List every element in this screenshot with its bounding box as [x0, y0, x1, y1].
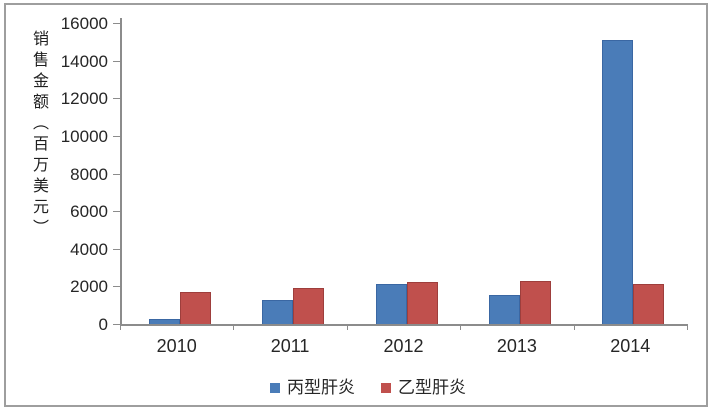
bar-乙型肝炎-2014	[633, 284, 665, 324]
x-tick-mark	[233, 324, 235, 330]
x-axis	[120, 324, 687, 326]
category-label-2014: 2014	[610, 336, 651, 356]
legend-label: 丙型肝炎	[287, 378, 355, 397]
y-tick-label: 4000	[70, 239, 108, 259]
legend: 丙型肝炎 乙型肝炎	[270, 377, 466, 399]
y-tick-mark	[113, 60, 120, 62]
y-tick-mark	[113, 211, 120, 213]
y-tick-mark	[113, 173, 120, 175]
bar-丙型肝炎-2012	[375, 284, 407, 324]
bar-丙型肝炎-2010	[148, 319, 180, 324]
category-label-2012: 2012	[383, 336, 424, 356]
y-tick-label: 0	[98, 315, 108, 334]
legend-label: 乙型肝炎	[398, 378, 466, 397]
y-tick-mark	[113, 248, 120, 250]
category-label-2010: 2010	[156, 336, 197, 356]
bar-乙型肝炎-2012	[406, 282, 438, 324]
y-tick-label: 10000	[60, 126, 108, 146]
bar-乙型肝炎-2010	[179, 292, 211, 324]
bar-乙型肝炎-2013	[519, 281, 551, 324]
x-tick-mark	[687, 324, 688, 330]
bar-丙型肝炎-2013	[488, 295, 520, 324]
y-tick-label: 8000	[70, 164, 108, 184]
y-axis	[120, 18, 122, 324]
legend-item-丙型肝炎: 丙型肝炎	[270, 378, 355, 398]
category-label-2011: 2011	[270, 336, 310, 356]
bar-丙型肝炎-2011	[262, 300, 294, 324]
y-tick-label: 16000	[60, 14, 108, 33]
y-tick-mark	[113, 98, 120, 100]
bar-丙型肝炎-2014	[602, 40, 634, 324]
x-tick-mark	[460, 324, 462, 330]
y-tick-mark	[113, 135, 120, 137]
legend-swatch-icon	[270, 383, 280, 393]
y-tick-label: 12000	[60, 89, 108, 109]
x-tick-mark	[573, 324, 575, 330]
y-axis-title: 销售金额（百万美元）	[30, 30, 47, 240]
x-tick-mark	[120, 324, 121, 330]
y-tick-mark	[113, 23, 120, 24]
y-tick-label: 6000	[70, 202, 108, 222]
y-tick-label: 14000	[60, 51, 108, 71]
y-tick-label: 2000	[70, 277, 108, 297]
x-tick-mark	[346, 324, 348, 330]
legend-swatch-icon	[381, 383, 391, 393]
y-tick-mark	[113, 286, 120, 288]
category-label-2013: 2013	[496, 336, 537, 356]
legend-item-乙型肝炎: 乙型肝炎	[381, 378, 466, 398]
y-tick-mark	[113, 324, 120, 325]
bar-乙型肝炎-2011	[293, 288, 325, 324]
